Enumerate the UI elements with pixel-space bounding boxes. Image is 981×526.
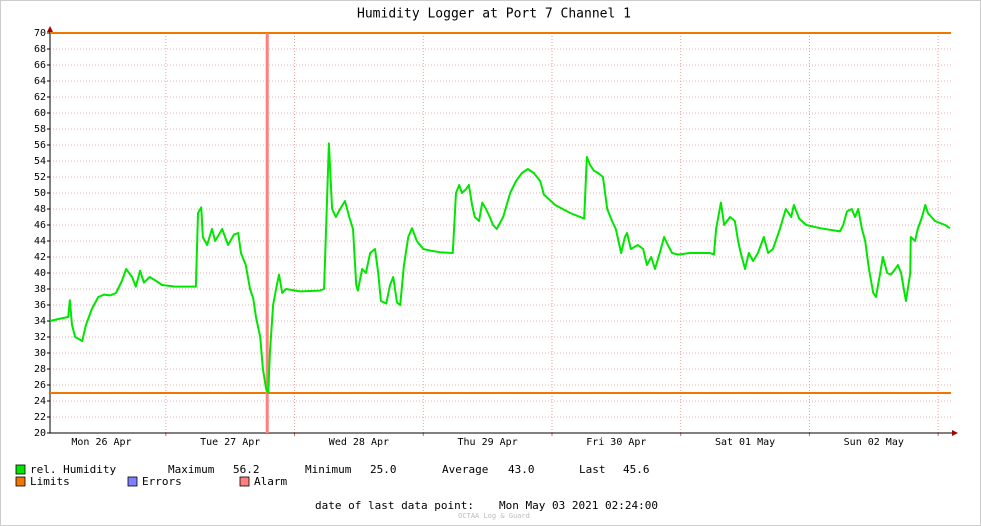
stat-value: 43.0: [508, 463, 535, 476]
y-tick-label: 36: [34, 300, 46, 311]
y-tick-label: 20: [34, 428, 46, 439]
y-tick-label: 44: [34, 236, 46, 247]
legend-label: Limits: [30, 475, 70, 488]
legend-label: Errors: [142, 475, 182, 488]
stat-value: 56.2: [233, 463, 260, 476]
y-tick-label: 22: [34, 412, 46, 423]
x-axis-arrow: [952, 430, 958, 436]
stat-value: 25.0: [370, 463, 397, 476]
stat-label: Average: [442, 463, 488, 476]
footer-value: Mon May 03 2021 02:24:00: [499, 499, 658, 512]
x-tick-label: Tue 27 Apr: [200, 437, 260, 448]
y-tick-label: 46: [34, 220, 46, 231]
footer-label: date of last data point:: [315, 499, 474, 512]
y-tick-label: 40: [34, 268, 46, 279]
legend-swatch: [127, 476, 138, 487]
stat-label: Minimum: [305, 463, 352, 476]
legend-label: Alarm: [254, 475, 287, 488]
legend-label: rel. Humidity: [30, 463, 116, 476]
y-tick-label: 70: [34, 28, 46, 39]
y-tick-label: 42: [34, 252, 46, 263]
y-axis-arrow: [47, 26, 53, 32]
y-tick-label: 54: [34, 156, 46, 167]
y-tick-label: 64: [34, 76, 46, 87]
y-tick-label: 28: [34, 364, 46, 375]
plot-area: [50, 33, 951, 433]
x-tick-label: Sun 02 May: [844, 437, 904, 448]
stat-label: Last: [579, 463, 606, 476]
legend-swatch: [15, 464, 26, 475]
y-tick-label: 48: [34, 204, 46, 215]
x-tick-label: Wed 28 Apr: [329, 437, 389, 448]
watermark: OCTAA Log & Guard: [458, 512, 530, 520]
data-line: [49, 142, 951, 394]
y-tick-label: 30: [34, 348, 46, 359]
y-tick-label: 26: [34, 380, 46, 391]
y-tick-label: 68: [34, 44, 46, 55]
y-tick-label: 52: [34, 172, 46, 183]
y-tick-label: 38: [34, 284, 46, 295]
x-tick-label: Mon 26 Apr: [71, 437, 131, 448]
y-tick-label: 34: [34, 316, 46, 327]
y-tick-label: 60: [34, 108, 46, 119]
stat-value: 45.6: [623, 463, 650, 476]
chart-title: Humidity Logger at Port 7 Channel 1: [357, 7, 631, 22]
y-tick-label: 58: [34, 124, 46, 135]
legend-swatch: [239, 476, 250, 487]
stat-label: Maximum: [168, 463, 215, 476]
y-tick-label: 24: [34, 396, 46, 407]
y-tick-label: 56: [34, 140, 46, 151]
x-tick-label: Fri 30 Apr: [586, 437, 646, 448]
y-tick-label: 50: [34, 188, 46, 199]
y-tick-label: 32: [34, 332, 46, 343]
x-tick-label: Sat 01 May: [715, 437, 775, 448]
y-tick-label: 62: [34, 92, 46, 103]
x-tick-label: Thu 29 Apr: [458, 437, 518, 448]
legend-swatch: [15, 476, 26, 487]
y-tick-label: 66: [34, 60, 46, 71]
